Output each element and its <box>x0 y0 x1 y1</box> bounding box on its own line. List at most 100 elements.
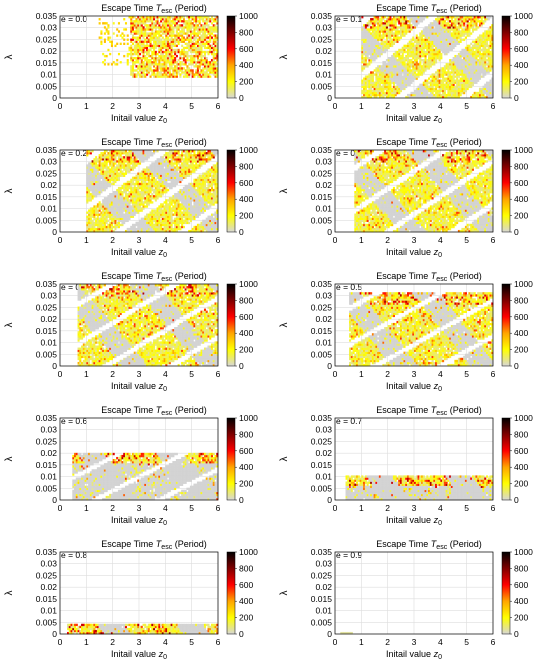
heatmap-cell <box>130 18 133 21</box>
heatmap-cell <box>464 28 467 31</box>
heatmap-cell <box>475 93 478 97</box>
heatmap-cell <box>160 63 163 66</box>
heatmap-cell <box>419 85 422 89</box>
heatmap-cell <box>480 40 483 43</box>
heatmap-cell <box>489 87 492 91</box>
heatmap-cell <box>433 44 436 48</box>
heatmap-cell <box>452 73 455 76</box>
heatmap-cell <box>207 32 210 35</box>
heatmap-cell <box>146 36 149 39</box>
heatmap-cell <box>103 176 106 179</box>
heatmap-cell <box>405 24 408 27</box>
heatmap-cell <box>135 42 138 45</box>
heatmap-cell <box>193 20 196 23</box>
heatmap-cell <box>456 87 459 91</box>
heatmap-cell <box>110 168 113 171</box>
heatmap-cell <box>130 184 133 188</box>
heatmap-cell <box>477 67 480 70</box>
heatmap-cell <box>464 79 467 82</box>
heatmap-cell <box>426 91 429 95</box>
heatmap-cell <box>89 221 92 225</box>
heatmap-cell <box>165 42 168 45</box>
heatmap-cell <box>464 65 467 68</box>
heatmap-cell <box>147 174 150 177</box>
heatmap-cell <box>449 67 452 70</box>
heatmap-cell <box>471 50 474 54</box>
heatmap-cell <box>447 20 450 23</box>
heatmap-cell <box>405 54 408 58</box>
heatmap-cell <box>392 89 395 93</box>
heatmap-cell <box>126 156 129 159</box>
heatmap-cell <box>378 46 381 50</box>
heatmap-cell <box>140 150 143 153</box>
heatmap-cell <box>457 95 460 99</box>
heatmap-cell <box>368 83 371 86</box>
heatmap-cell <box>91 213 94 216</box>
heatmap-cell <box>436 81 439 84</box>
heatmap-cell <box>471 57 474 60</box>
heatmap-cell <box>182 18 185 21</box>
heatmap-cell <box>103 227 106 231</box>
heatmap-cell <box>463 28 466 31</box>
heatmap-cell <box>89 223 92 227</box>
heatmap-cell <box>114 168 117 171</box>
heatmap-cell <box>146 65 149 68</box>
heatmap-cell <box>96 213 99 216</box>
heatmap-cell <box>126 160 129 163</box>
heatmap-cell <box>117 22 120 25</box>
heatmap-cell <box>424 57 427 60</box>
heatmap-cell <box>98 188 101 192</box>
heatmap-cell <box>475 69 478 72</box>
heatmap-cell <box>174 65 177 68</box>
heatmap-cell <box>468 61 471 64</box>
heatmap-cell <box>121 219 124 223</box>
heatmap-cell <box>414 44 417 48</box>
heatmap-cell <box>403 18 406 21</box>
heatmap-cell <box>144 223 147 227</box>
heatmap-cell <box>153 195 156 198</box>
heatmap-cell <box>100 191 103 194</box>
heatmap-cell <box>119 203 122 206</box>
heatmap-cell <box>170 44 173 48</box>
heatmap-cell <box>361 65 364 68</box>
heatmap-cell <box>140 152 143 155</box>
heatmap-cell <box>179 54 182 58</box>
heatmap-cell <box>406 20 410 23</box>
heatmap-cell <box>428 63 431 66</box>
heatmap-cell <box>189 20 192 23</box>
heatmap-cell <box>110 63 113 66</box>
heatmap-cell <box>366 85 369 89</box>
heatmap-cell <box>131 215 135 218</box>
heatmap-cell <box>124 205 128 208</box>
heatmap-cell <box>209 48 212 52</box>
heatmap-cell <box>142 188 145 192</box>
heatmap-cell <box>107 154 110 157</box>
heatmap-cell <box>119 174 122 177</box>
heatmap-cell <box>139 156 142 159</box>
heatmap-cell <box>140 170 143 173</box>
heatmap-cell <box>100 156 103 159</box>
heatmap-cell <box>128 227 131 231</box>
heatmap-cell <box>419 59 422 62</box>
heatmap-cell <box>487 16 490 19</box>
heatmap-cell <box>193 61 196 64</box>
heatmap-cell <box>144 180 147 184</box>
heatmap-cell <box>373 69 376 72</box>
heatmap-cell <box>473 73 476 76</box>
heatmap-cell <box>89 219 92 223</box>
heatmap-cell <box>478 67 482 70</box>
colorbar-tick-label: 0 <box>239 93 244 103</box>
heatmap-cell <box>160 50 163 54</box>
heatmap-cell <box>154 34 157 37</box>
heatmap-cell <box>119 158 122 161</box>
heatmap-cell <box>131 227 135 231</box>
heatmap-cell <box>463 22 466 25</box>
heatmap-cell <box>151 184 154 188</box>
heatmap-cell <box>370 50 373 54</box>
heatmap-cell <box>424 50 427 54</box>
heatmap-cell <box>489 54 492 58</box>
heatmap-cell <box>471 69 474 72</box>
heatmap-cell <box>139 34 142 37</box>
heatmap-cell <box>491 95 494 99</box>
heatmap-cell <box>456 28 459 31</box>
